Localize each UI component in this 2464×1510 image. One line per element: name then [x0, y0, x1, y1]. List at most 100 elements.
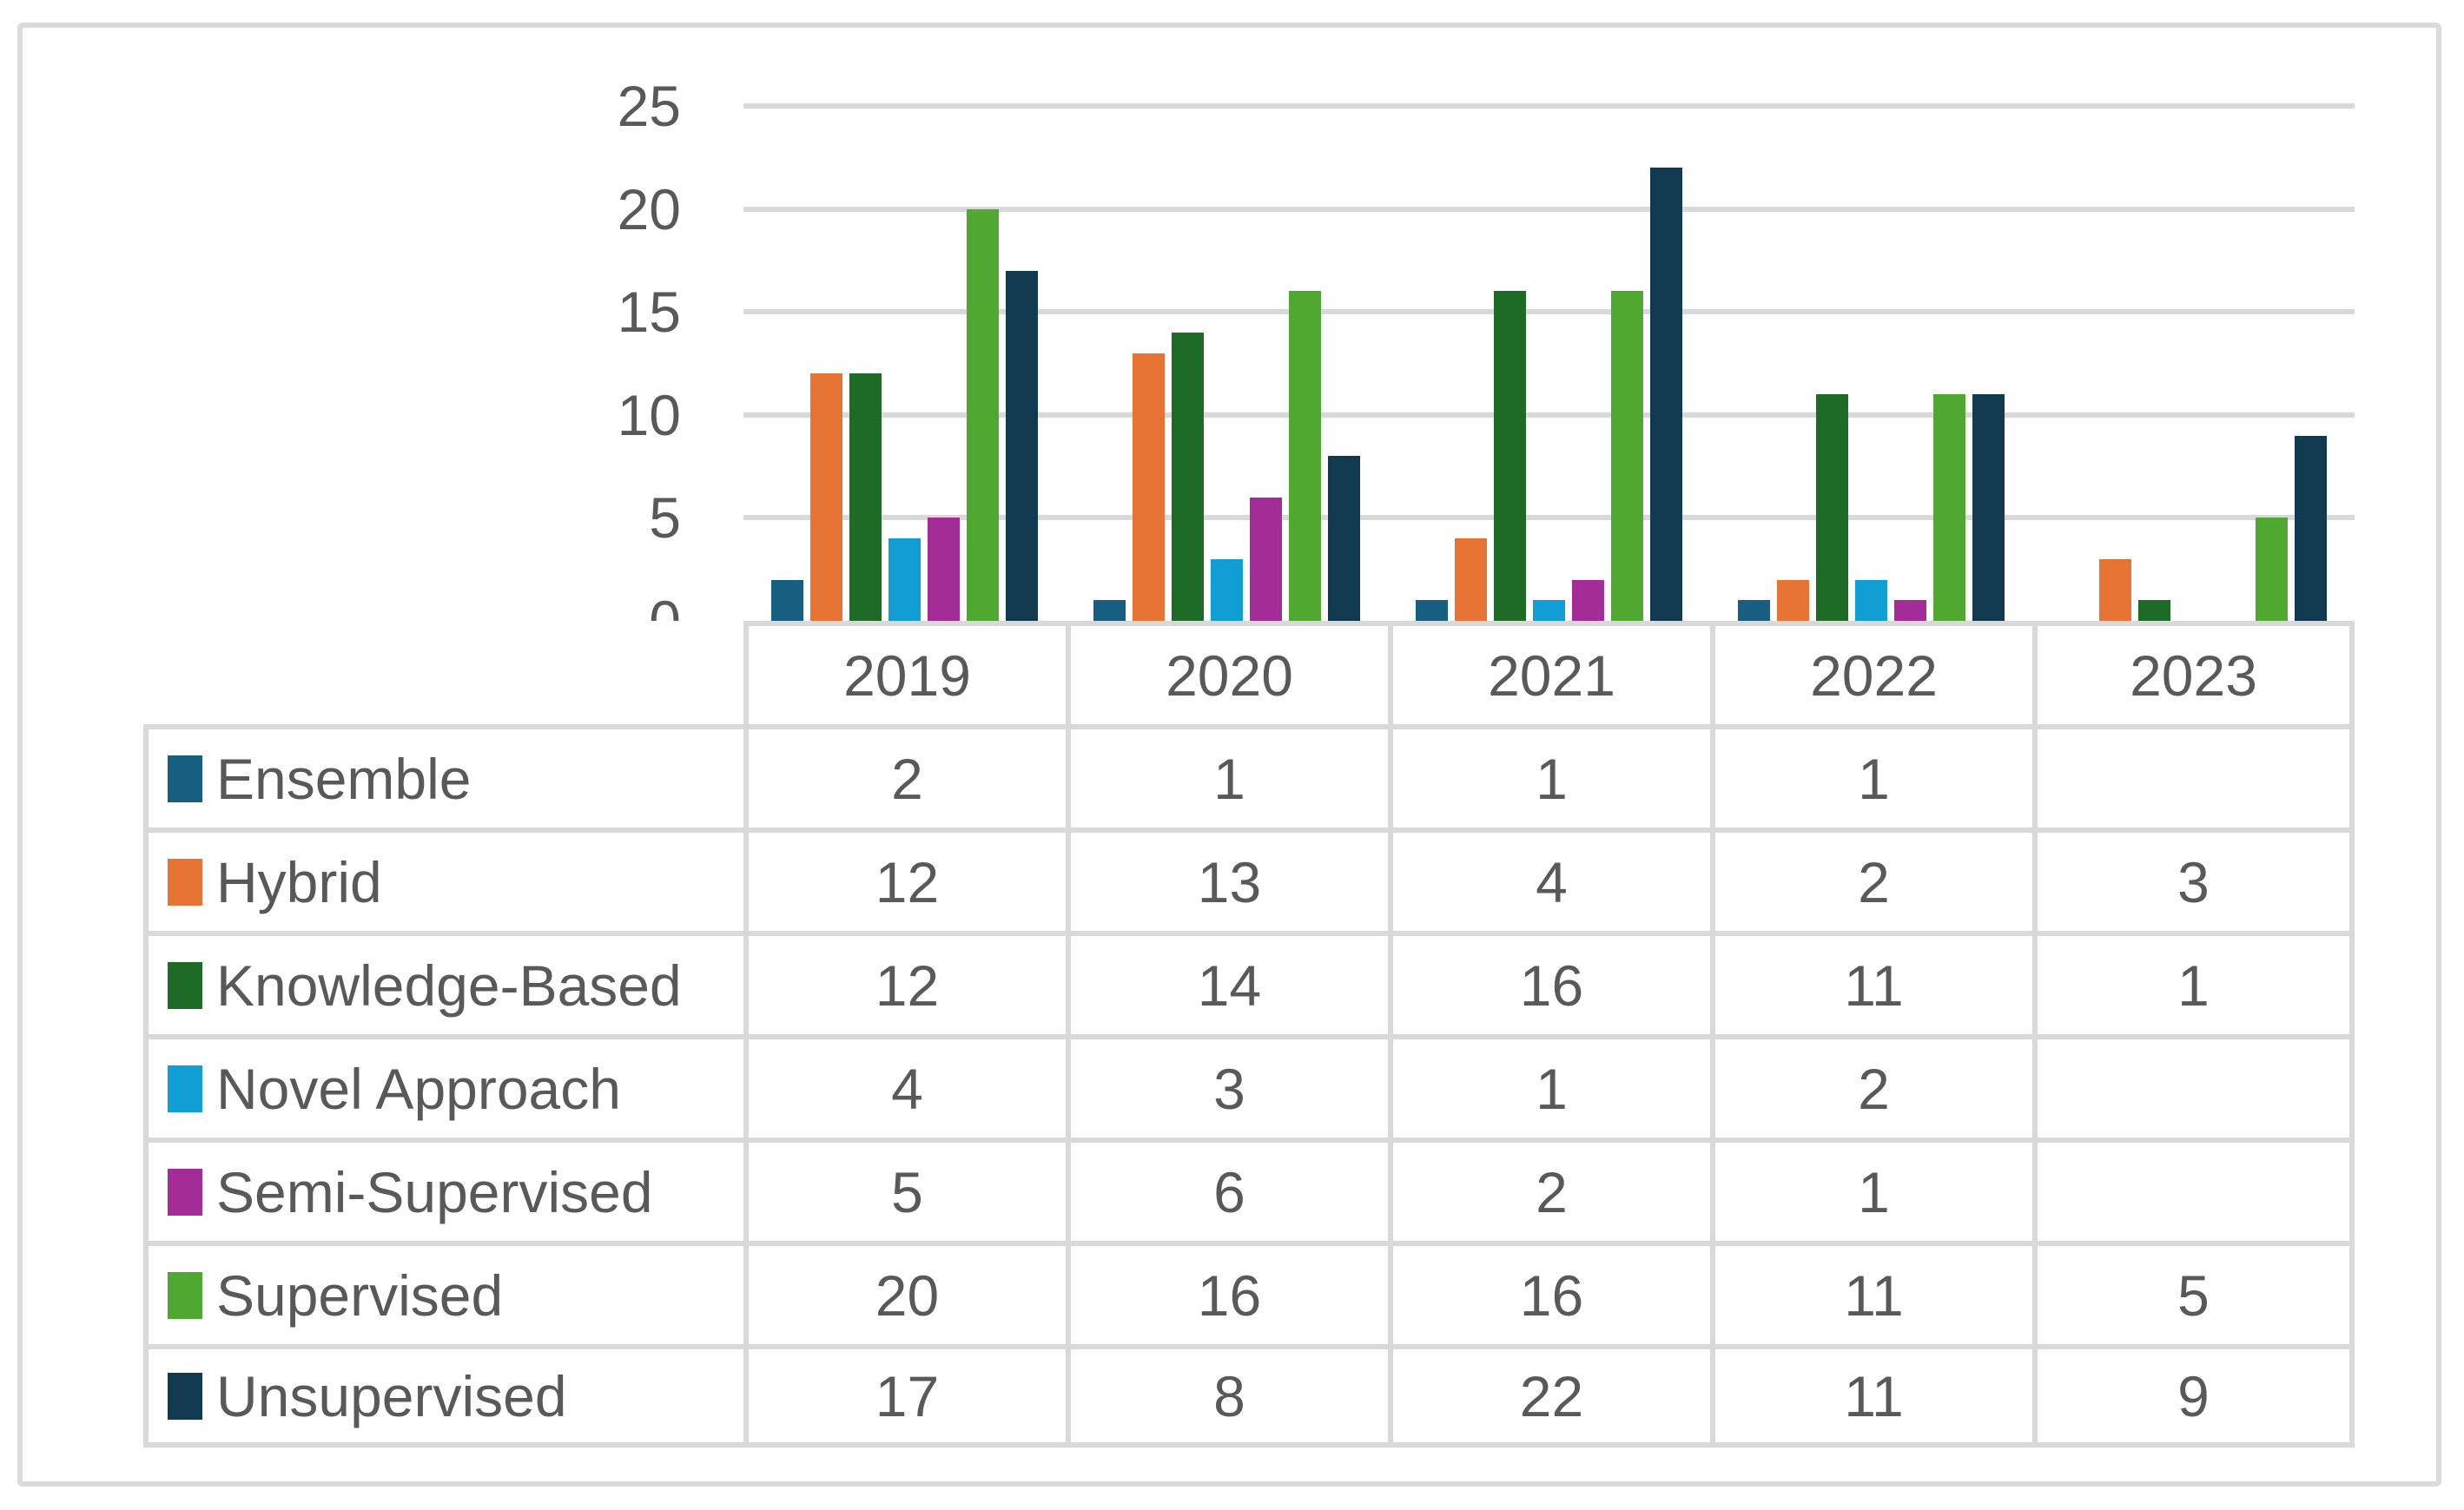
bar-slot [1250, 103, 1282, 621]
bar-slot [1933, 103, 1965, 621]
table-value-cell: 5 [743, 1137, 1066, 1241]
table-value-cell [2032, 1137, 2355, 1241]
table-corner-cell [143, 621, 743, 724]
table-value-cell: 11 [1710, 1344, 2032, 1447]
bar-group-2020 [1066, 103, 1388, 621]
bar-2023-hybrid [2099, 558, 2131, 621]
bar-slot [1006, 103, 1038, 621]
table-value-cell: 3 [1066, 1034, 1388, 1137]
bar-slot [2216, 103, 2249, 621]
bar-2021-knowledge-based [1494, 291, 1526, 621]
series-label: Semi-Supervised [216, 1159, 653, 1224]
bar-slot [2060, 103, 2092, 621]
bar-slot [1172, 103, 1204, 621]
bar-slot [1650, 103, 1682, 621]
table-value-cell: 12 [743, 828, 1066, 931]
table-year-header-2021: 2021 [1388, 621, 1710, 724]
bar-2019-novel-approach [888, 538, 921, 621]
legend-key [168, 858, 202, 906]
bar-slot [1093, 103, 1126, 621]
bar-slot [1494, 103, 1526, 621]
y-tick-label: 10 [617, 382, 681, 447]
gridline [743, 103, 2355, 109]
table-value-cell: 1 [1066, 724, 1388, 828]
legend-key [168, 1065, 202, 1112]
bar-slot [1416, 103, 1448, 621]
bar-2022-novel-approach [1855, 579, 1887, 621]
y-tick-label: 20 [617, 176, 681, 241]
table-year-header-2020: 2020 [1066, 621, 1388, 724]
table-value-cell: 16 [1388, 931, 1710, 1034]
table-value-cell: 20 [743, 1241, 1066, 1344]
bar-2020-semi-supervised [1250, 497, 1282, 621]
bar-2021-ensemble [1416, 600, 1448, 621]
table-value-cell [2032, 1034, 2355, 1137]
bar-2020-ensemble [1093, 600, 1126, 621]
table-value-cell: 3 [2032, 828, 2355, 931]
bar-slot [1572, 103, 1604, 621]
table-value-cell: 2 [743, 724, 1066, 828]
bar-slot [1455, 103, 1487, 621]
bar-slot [928, 103, 960, 621]
table-row-label-hybrid: Hybrid [143, 828, 743, 931]
series-label: Knowledge-Based [216, 953, 682, 1018]
bar-2019-knowledge-based [849, 373, 882, 621]
bar-2022-knowledge-based [1816, 394, 1848, 621]
data-table: 2019 2020 2021 2022 2023 Ensemble 2 1 1 1 Hybrid 12… [143, 621, 2355, 1447]
table-year-header-2023: 2023 [2032, 621, 2355, 724]
table-value-cell: 1 [1388, 724, 1710, 828]
bar-slot [1972, 103, 2005, 621]
table-row-label-novel-approach: Novel Approach [143, 1034, 743, 1137]
table-value-cell: 11 [1710, 931, 2032, 1034]
bar-slot [1533, 103, 1565, 621]
table-value-cell: 6 [1066, 1137, 1388, 1241]
bar-2019-hybrid [810, 373, 842, 621]
table-year-header-2019: 2019 [743, 621, 1066, 724]
legend-key [168, 1168, 202, 1216]
bar-slot [2099, 103, 2131, 621]
bar-slot [1777, 103, 1809, 621]
bar-slot [1133, 103, 1165, 621]
table-value-cell: 2 [1710, 828, 2032, 931]
bar-2022-supervised [1933, 394, 1965, 621]
table-value-cell: 4 [1388, 828, 1710, 931]
bar-group-2023 [2032, 103, 2355, 621]
bar-slot [888, 103, 921, 621]
table-value-cell: 22 [1388, 1344, 1710, 1447]
bar-2022-unsupervised [1972, 394, 2005, 621]
bar-slot [2177, 103, 2210, 621]
table-value-cell: 8 [1066, 1344, 1388, 1447]
table-value-cell: 9 [2032, 1344, 2355, 1447]
bar-2021-novel-approach [1533, 600, 1565, 621]
bar-slot [2295, 103, 2327, 621]
bar-slot [1855, 103, 1887, 621]
table-value-cell: 1 [1710, 724, 2032, 828]
series-label: Novel Approach [216, 1056, 621, 1121]
bar-slot [1816, 103, 1848, 621]
bar-2021-hybrid [1455, 538, 1487, 621]
gridline [743, 412, 2355, 418]
bar-2020-knowledge-based [1172, 332, 1204, 621]
y-tick-label: 25 [617, 74, 681, 138]
table-value-cell: 2 [1388, 1137, 1710, 1241]
y-tick-label: 5 [649, 485, 681, 551]
legend-key [168, 755, 202, 802]
table-row-label-knowledge-based: Knowledge-Based [143, 931, 743, 1034]
bar-slot [2138, 103, 2170, 621]
series-label: Hybrid [216, 849, 382, 914]
table-value-cell: 17 [743, 1344, 1066, 1447]
table-value-cell: 13 [1066, 828, 1388, 931]
bar-slot [967, 103, 999, 621]
bar-group-2022 [1710, 103, 2032, 621]
bar-slot [1894, 103, 1926, 621]
bar-slot [849, 103, 882, 621]
table-value-cell: 11 [1710, 1241, 2032, 1344]
table-value-cell: 1 [2032, 931, 2355, 1034]
legend-key [168, 961, 202, 1009]
bar-slot [771, 103, 803, 621]
bar-slot [810, 103, 842, 621]
table-value-cell: 12 [743, 931, 1066, 1034]
bar-slot [1611, 103, 1643, 621]
table-year-header-2022: 2022 [1710, 621, 2032, 724]
bar-2022-semi-supervised [1894, 600, 1926, 621]
